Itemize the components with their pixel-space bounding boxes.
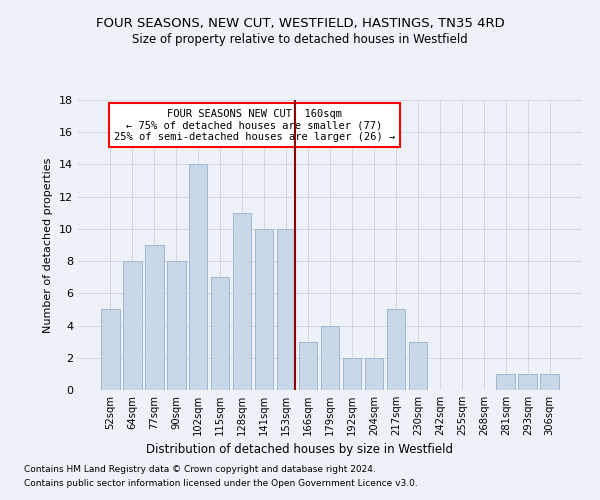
- Bar: [343, 358, 361, 390]
- Text: FOUR SEASONS, NEW CUT, WESTFIELD, HASTINGS, TN35 4RD: FOUR SEASONS, NEW CUT, WESTFIELD, HASTIN…: [95, 18, 505, 30]
- Y-axis label: Number of detached properties: Number of detached properties: [43, 158, 53, 332]
- Bar: [386, 310, 405, 390]
- Text: Contains public sector information licensed under the Open Government Licence v3: Contains public sector information licen…: [24, 479, 418, 488]
- Bar: [299, 342, 317, 390]
- Bar: [518, 374, 537, 390]
- Bar: [145, 245, 164, 390]
- Bar: [365, 358, 383, 390]
- Bar: [167, 261, 185, 390]
- Text: FOUR SEASONS NEW CUT: 160sqm
← 75% of detached houses are smaller (77)
25% of se: FOUR SEASONS NEW CUT: 160sqm ← 75% of de…: [114, 108, 395, 142]
- Bar: [320, 326, 340, 390]
- Bar: [189, 164, 208, 390]
- Bar: [496, 374, 515, 390]
- Bar: [541, 374, 559, 390]
- Text: Contains HM Land Registry data © Crown copyright and database right 2024.: Contains HM Land Registry data © Crown c…: [24, 466, 376, 474]
- Bar: [123, 261, 142, 390]
- Bar: [233, 213, 251, 390]
- Bar: [101, 310, 119, 390]
- Bar: [409, 342, 427, 390]
- Bar: [277, 229, 295, 390]
- Text: Size of property relative to detached houses in Westfield: Size of property relative to detached ho…: [132, 32, 468, 46]
- Bar: [211, 277, 229, 390]
- Text: Distribution of detached houses by size in Westfield: Distribution of detached houses by size …: [146, 442, 454, 456]
- Bar: [255, 229, 274, 390]
